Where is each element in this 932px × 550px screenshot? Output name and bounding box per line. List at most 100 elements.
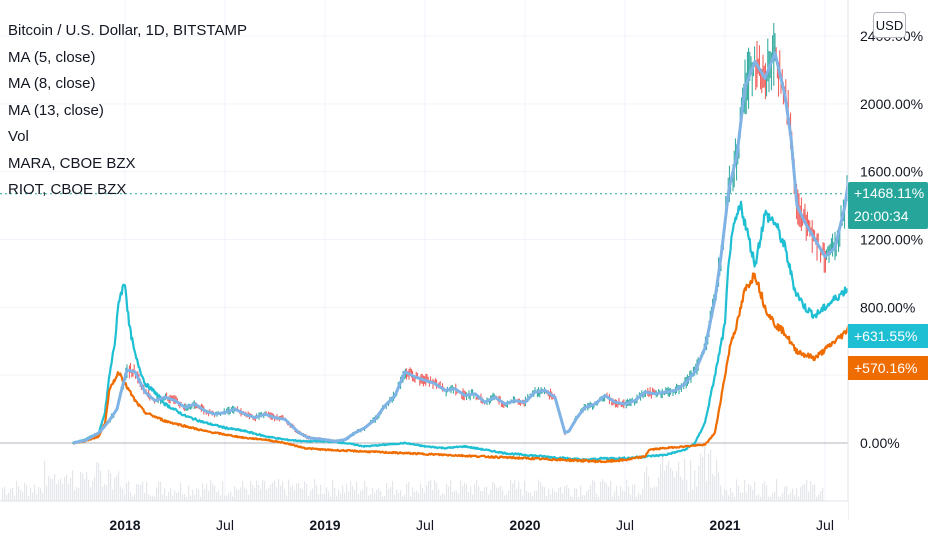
volume-bar xyxy=(552,488,554,501)
legend-mara[interactable]: MARA, CBOE BZX xyxy=(8,154,136,172)
volume-bar xyxy=(460,480,462,501)
volume-bar xyxy=(128,480,130,501)
volume-bar xyxy=(628,486,630,501)
volume-bar xyxy=(170,488,172,501)
volume-bar xyxy=(598,496,600,501)
volume-bar xyxy=(700,453,702,501)
volume-bar xyxy=(406,483,408,501)
volume-bar xyxy=(238,490,240,501)
legend-ma8[interactable]: MA (8, close) xyxy=(8,75,96,92)
volume-bar xyxy=(292,485,294,501)
volume-bar xyxy=(470,486,472,501)
volume-bar xyxy=(360,490,362,501)
volume-bar xyxy=(84,479,86,501)
volume-bar xyxy=(482,490,484,501)
volume-bar xyxy=(464,482,466,501)
volume-bar xyxy=(146,482,148,501)
legend-riot[interactable]: RIOT, CBOE BZX xyxy=(8,181,127,198)
volume-bar xyxy=(534,490,536,501)
x-tick-label-7: Jul xyxy=(816,517,834,533)
volume-bar xyxy=(472,494,474,501)
volume-bar xyxy=(318,494,320,501)
time-scale-panel[interactable] xyxy=(0,501,848,550)
volume-bar xyxy=(48,476,50,501)
volume-bar xyxy=(118,471,120,501)
volume-bar xyxy=(662,452,664,501)
volume-bar xyxy=(138,484,140,501)
volume-bar xyxy=(452,492,454,501)
legend-vol[interactable]: Vol xyxy=(8,128,29,145)
volume-bar xyxy=(356,482,358,501)
legend-title[interactable]: Bitcoin / U.S. Dollar, 1D, BITSTAMP xyxy=(8,22,247,39)
volume-bar xyxy=(186,496,188,501)
volume-bar xyxy=(630,494,632,501)
volume-bar xyxy=(304,481,306,501)
price-scale-panel[interactable] xyxy=(848,0,932,520)
volume-bar xyxy=(400,489,402,501)
mara-price-badge: +631.55% xyxy=(848,324,928,348)
y-tick-label-6: 0.00% xyxy=(860,435,900,451)
series-line-mara xyxy=(72,200,868,462)
volume-bar xyxy=(404,494,406,501)
x-axis[interactable]: 2018 Jul 2019 Jul 2020 Jul 2021 Jul xyxy=(109,517,834,533)
volume-bar xyxy=(354,489,356,501)
volume-bar xyxy=(488,494,490,501)
volume-bar xyxy=(714,475,716,501)
volume-bar xyxy=(626,479,628,501)
volume-bar xyxy=(776,479,778,501)
volume-bar xyxy=(46,485,48,501)
volume-bar xyxy=(476,479,478,501)
volume-bar xyxy=(448,486,450,501)
volume-bar xyxy=(512,483,514,501)
volume-bar xyxy=(302,489,304,501)
volume-bar xyxy=(194,495,196,501)
volume-bar xyxy=(206,483,208,501)
volume-bar xyxy=(450,479,452,501)
volume-bar xyxy=(222,481,224,501)
volume-bar xyxy=(208,490,210,501)
volume-bar xyxy=(64,477,66,501)
legend-ma5[interactable]: MA (5, close) xyxy=(8,48,96,66)
volume-bar xyxy=(350,480,352,501)
volume-bar xyxy=(380,491,382,501)
volume-bars xyxy=(2,445,824,501)
volume-bar xyxy=(182,494,184,501)
volume-bar xyxy=(172,495,174,501)
volume-bar xyxy=(112,489,114,501)
volume-bar xyxy=(374,492,376,501)
volume-bar xyxy=(622,490,624,501)
volume-bar xyxy=(240,487,242,501)
volume-bar xyxy=(30,488,32,501)
volume-bar xyxy=(272,482,274,501)
volume-bar xyxy=(614,491,616,501)
currency-button[interactable]: USD xyxy=(873,12,906,38)
volume-bar xyxy=(784,486,786,501)
y-tick-label-2: 1600.00% xyxy=(860,164,923,180)
volume-bar xyxy=(800,486,802,501)
volume-bar xyxy=(726,490,728,501)
volume-bar xyxy=(774,491,776,501)
volume-bar xyxy=(494,483,496,501)
volume-bar xyxy=(310,490,312,501)
volume-bar xyxy=(546,496,548,501)
volume-bar xyxy=(486,486,488,501)
legend-ma13[interactable]: MA (13, close) xyxy=(8,101,104,119)
volume-bar xyxy=(300,487,302,501)
volume-bar xyxy=(250,480,252,501)
volume-bar xyxy=(288,479,290,501)
volume-bar xyxy=(98,463,100,501)
volume-bar xyxy=(564,486,566,501)
volume-bar xyxy=(572,496,574,501)
volume-bar xyxy=(2,488,4,501)
volume-bar xyxy=(334,487,336,501)
volume-bar xyxy=(814,484,816,501)
volume-bar xyxy=(142,481,144,501)
volume-bar xyxy=(214,485,216,501)
x-tick-label-1: Jul xyxy=(216,517,234,533)
volume-bar xyxy=(286,495,288,501)
volume-bar xyxy=(16,481,18,501)
volume-bar xyxy=(684,458,686,501)
volume-bar xyxy=(156,487,158,501)
volume-bar xyxy=(532,496,534,501)
